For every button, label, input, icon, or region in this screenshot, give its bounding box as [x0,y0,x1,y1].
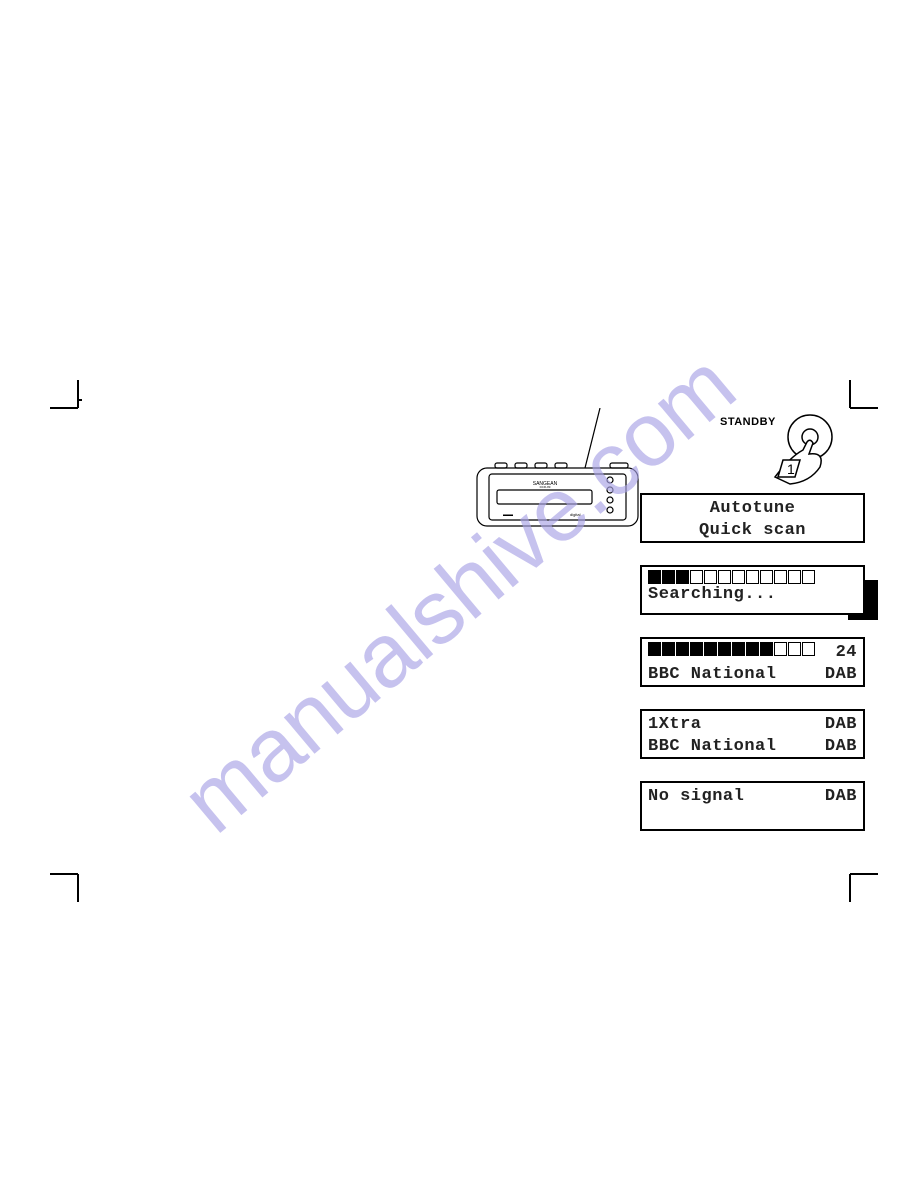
progress-bar [648,570,857,584]
lcd-searching: Searching... [640,565,865,615]
lcd-line-left: BBC National [648,664,776,686]
progress-bar [648,642,815,664]
lcd-station: 1Xtra DAB BBC National DAB [640,709,865,759]
lcd-autotune: Autotune Quick scan [640,493,865,543]
crop-bottom-right [846,870,878,902]
standby-press-icon: 1 [755,412,875,492]
radio-illustration: SANGEAN DCR-89 ▬▬ digital [475,408,640,538]
lcd-nosignal: No signal DAB [640,781,865,831]
lcd-line: Searching... [648,584,857,606]
crop-top-left-inner [50,395,82,427]
station-count: 24 [836,642,857,664]
standby-step-number: 1 [787,461,795,477]
lcd-line-left: BBC National [648,736,776,758]
crop-top-right [846,380,878,412]
lcd-line-left: No signal [648,786,744,808]
lcd-line-right: DAB [825,664,857,686]
lcd-found: 24 BBC National DAB [640,637,865,687]
lcd-line-right: DAB [825,786,857,808]
crop-bottom-left [50,870,82,902]
svg-text:digital: digital [570,512,581,517]
lcd-line-right: DAB [825,714,857,736]
svg-text:DCR-89: DCR-89 [540,485,551,489]
lcd-line: Autotune [648,498,857,520]
svg-text:▬▬: ▬▬ [503,512,513,518]
lcd-line: Quick scan [648,520,857,542]
lcd-line-left: 1Xtra [648,714,702,736]
lcd-line-right: DAB [825,736,857,758]
